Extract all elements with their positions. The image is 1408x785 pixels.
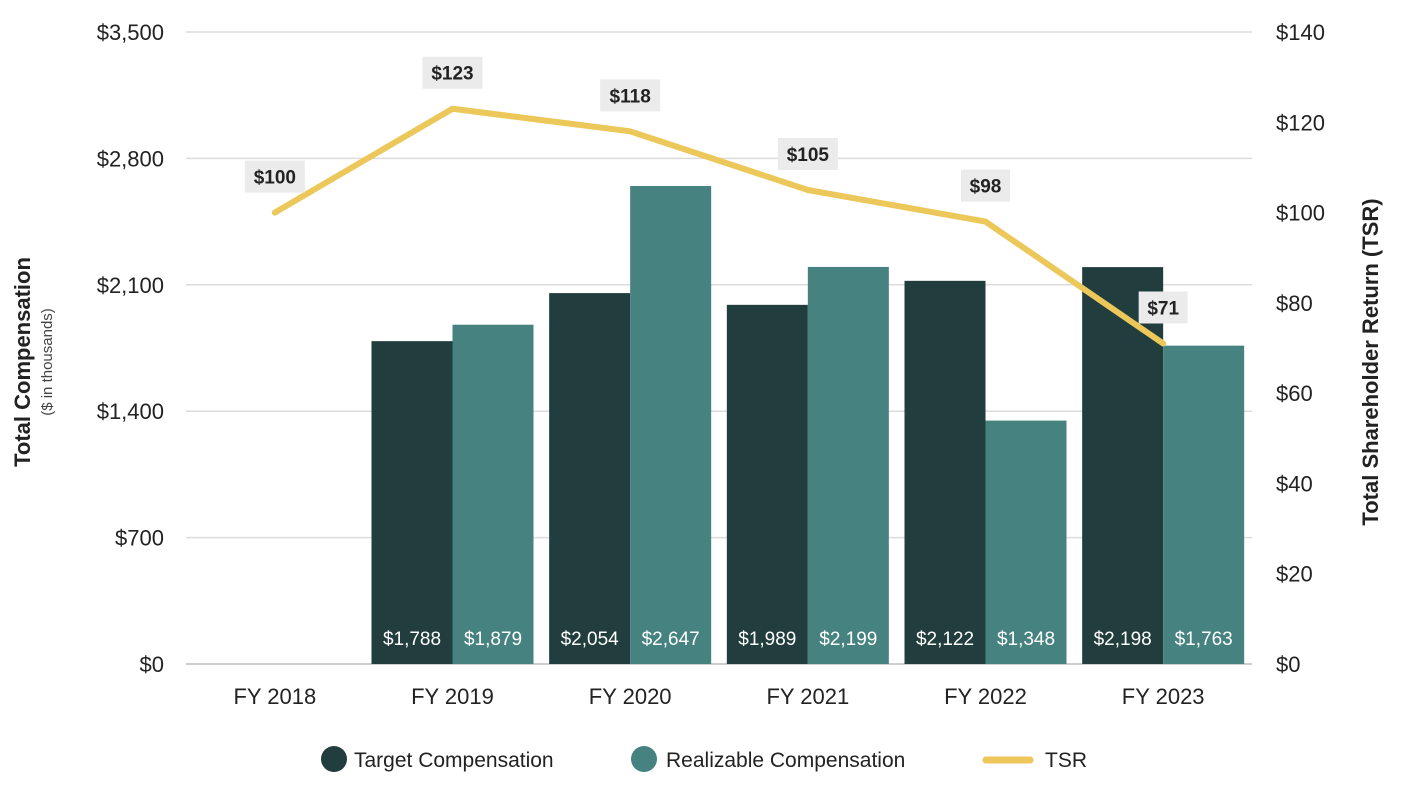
tsr-data-label: $123 — [431, 64, 473, 85]
tsr-label-box — [600, 79, 661, 112]
right-axis-tick-label: $100 — [1276, 201, 1325, 226]
right-axis-tick-label: $40 — [1276, 471, 1313, 496]
realizable-bar-label: $1,879 — [464, 629, 522, 650]
right-axis-tick-label: $0 — [1276, 652, 1300, 677]
right-axis-tick-label: $20 — [1276, 562, 1313, 587]
tsr-line — [271, 105, 1167, 347]
target-bar — [1082, 267, 1164, 664]
target-bar — [904, 280, 986, 664]
right-axis-title: Total Shareholder Return (TSR) — [1358, 198, 1383, 525]
realizable-bar — [630, 186, 712, 664]
target-bar-label: $2,198 — [1094, 629, 1152, 650]
legend: Target Compensation Realizable Compensat… — [321, 746, 1087, 772]
tsr-data-label: $71 — [1147, 298, 1179, 319]
x-axis-tick-label: FY 2022 — [944, 684, 1027, 709]
x-axis-tick-label: FY 2021 — [766, 684, 849, 709]
legend-label-realizable: Realizable Compensation — [666, 749, 905, 772]
axes-layer: $0 $700 $1,400 $2,100 $2,800 $3,500 $0 $20 $40 $6… — [97, 20, 1325, 709]
target-bar-label: $2,122 — [916, 629, 974, 650]
target-bar — [371, 341, 453, 664]
legend-label-target: Target Compensation — [354, 749, 554, 772]
x-axis-tick-label: FY 2019 — [411, 684, 494, 709]
x-axis-tick-label: FY 2023 — [1122, 684, 1205, 709]
realizable-bar-label: $2,199 — [819, 629, 877, 650]
target-bar — [726, 304, 808, 664]
target-bar-label: $2,054 — [561, 629, 620, 650]
realizable-bar-label: $1,348 — [997, 629, 1055, 650]
left-axis-tick-label: $700 — [115, 526, 164, 551]
realizable-bar-label: $2,647 — [642, 629, 700, 650]
right-axis-tick-label: $120 — [1276, 110, 1325, 135]
target-bar-label: $1,788 — [383, 629, 441, 650]
legend-swatch-target — [321, 746, 347, 772]
legend-label-tsr: TSR — [1045, 749, 1087, 772]
left-axis-tick-label: $0 — [140, 652, 164, 677]
tsr-data-label: $100 — [254, 168, 296, 189]
tsr-label-box — [961, 169, 1010, 202]
target-bar-label: $1,989 — [738, 629, 796, 650]
left-axis-tick-label: $3,500 — [97, 20, 164, 45]
legend-swatch-realizable — [631, 746, 657, 772]
tsr-data-label: $105 — [787, 145, 830, 166]
tsr-label-box — [777, 138, 838, 170]
right-axis-tick-label: $140 — [1276, 20, 1325, 45]
tsr-data-label: $118 — [610, 86, 651, 107]
target-bar — [549, 293, 631, 664]
right-axis-tick-label: $80 — [1276, 291, 1313, 316]
tsr-label-box — [244, 160, 305, 193]
right-axis-tick-label: $60 — [1276, 381, 1313, 406]
tsr-line-layer: $100 $123 $118 $105 $98 $71 — [244, 56, 1188, 347]
left-axis-subtitle: ($ in thousands) — [39, 308, 56, 416]
tsr-label-box — [422, 56, 483, 89]
x-axis-tick-label: FY 2020 — [589, 684, 672, 709]
tsr-data-label: $98 — [970, 177, 1002, 198]
left-axis-tick-label: $1,400 — [97, 399, 164, 424]
realizable-bar — [452, 324, 534, 664]
realizable-bar — [985, 420, 1067, 664]
realizable-bar — [807, 266, 889, 664]
realizable-bar — [1163, 345, 1245, 664]
left-axis-title: Total Compensation — [10, 257, 35, 467]
x-axis-tick-label: FY 2018 — [233, 684, 316, 709]
left-axis-tick-label: $2,800 — [97, 146, 164, 171]
tsr-label-box — [1138, 291, 1188, 324]
bars-layer: $1,788 $2,054 $1,989 $2,122 $2,198 $1,879 $2,6… — [371, 186, 1245, 664]
realizable-bar-label: $1,763 — [1175, 629, 1233, 650]
left-axis-tick-label: $2,100 — [97, 273, 164, 298]
